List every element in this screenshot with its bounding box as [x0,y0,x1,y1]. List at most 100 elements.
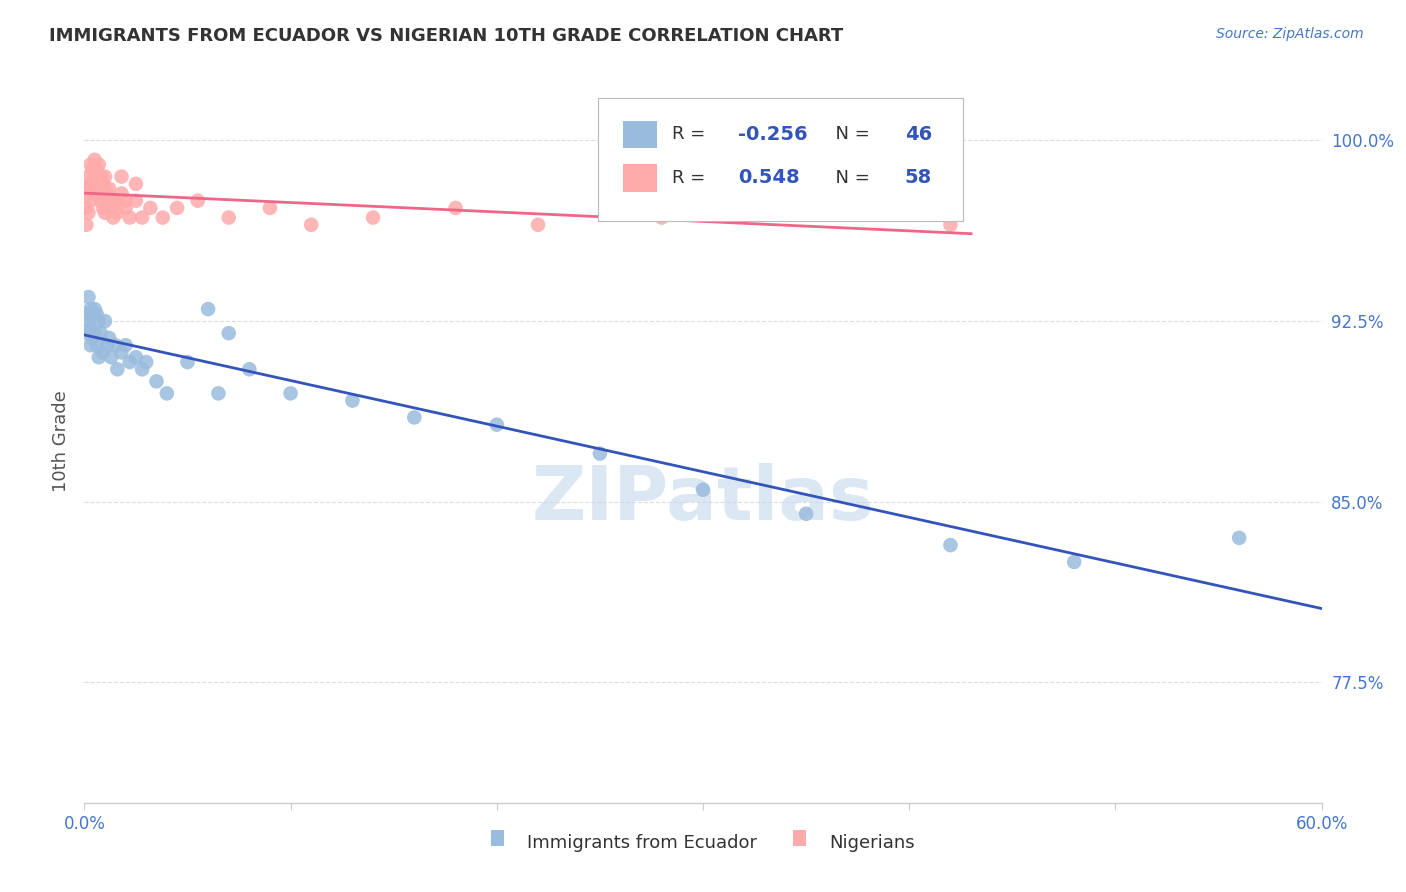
Point [299,218,322,232]
Point [105,205,128,219]
Point [79,157,101,171]
Point [110,169,132,184]
Point [939,218,962,232]
Point [86,177,108,191]
Point [114,194,136,208]
Point [98,331,121,345]
Point [176,355,198,369]
Point [94,314,117,328]
Point [87,186,110,201]
Text: 58: 58 [904,169,932,187]
Point [110,345,132,359]
Point [87,314,110,328]
Point [79,194,101,208]
Point [139,201,162,215]
Point [83,326,105,340]
Point [75,181,97,195]
Point [259,201,281,215]
Point [105,362,128,376]
Point [83,169,105,184]
Point [152,211,174,225]
Text: R =: R = [672,126,711,144]
Text: ZIPatlas: ZIPatlas [531,463,875,536]
Point [104,338,127,352]
Point [98,181,121,195]
Point [87,350,110,364]
Point [86,181,108,195]
Point [342,393,364,408]
Point [86,307,108,321]
Point [131,211,153,225]
Point [87,157,110,171]
Point [104,194,127,208]
Y-axis label: 10th Grade: 10th Grade [52,391,70,492]
Point [361,211,384,225]
Point [145,374,167,388]
FancyBboxPatch shape [598,98,963,221]
Point [125,194,148,208]
Point [135,355,157,369]
Point [79,177,101,191]
Point [77,169,100,184]
Point [114,201,136,215]
Point [794,201,817,215]
Text: -0.256: -0.256 [738,125,807,144]
Point [114,338,136,352]
Point [100,201,122,215]
Point [692,483,714,497]
Point [75,307,97,321]
Point [103,211,125,225]
Point [218,326,240,340]
Point [485,417,508,432]
Point [197,301,219,316]
Point [110,186,132,201]
Point [77,186,100,201]
Point [83,301,105,316]
Bar [623,120,657,148]
Point [82,307,104,321]
Bar [623,164,657,192]
Point [86,162,108,177]
Point [589,446,612,460]
Point [82,331,104,345]
Point [79,301,101,316]
Text: R =: R = [672,169,717,186]
Point [118,211,141,225]
Point [91,177,114,191]
Point [1063,555,1085,569]
Point [77,290,100,304]
Point [104,194,127,208]
Point [939,538,962,552]
Point [83,153,105,167]
Point [90,326,112,340]
Point [75,326,97,340]
Point [94,205,117,219]
Text: N =: N = [824,169,876,186]
Point [90,169,112,184]
Point [187,194,209,208]
Point [404,410,426,425]
Point [96,186,118,201]
Point [77,314,100,328]
Point [444,201,467,215]
Point [83,162,105,177]
Point [79,338,101,352]
Point [90,186,112,201]
Point [118,355,141,369]
Point [794,507,817,521]
Point [166,201,188,215]
Point [156,386,179,401]
Point [100,350,122,364]
Point [125,350,148,364]
Point [82,181,104,195]
Point [98,194,121,208]
Point [238,362,260,376]
Point [1227,531,1250,545]
Legend: Immigrants from Ecuador, Nigerians: Immigrants from Ecuador, Nigerians [484,826,922,859]
Point [79,321,101,335]
Point [131,362,153,376]
Point [91,201,114,215]
Text: N =: N = [824,126,876,144]
Point [75,218,97,232]
Point [83,186,105,201]
